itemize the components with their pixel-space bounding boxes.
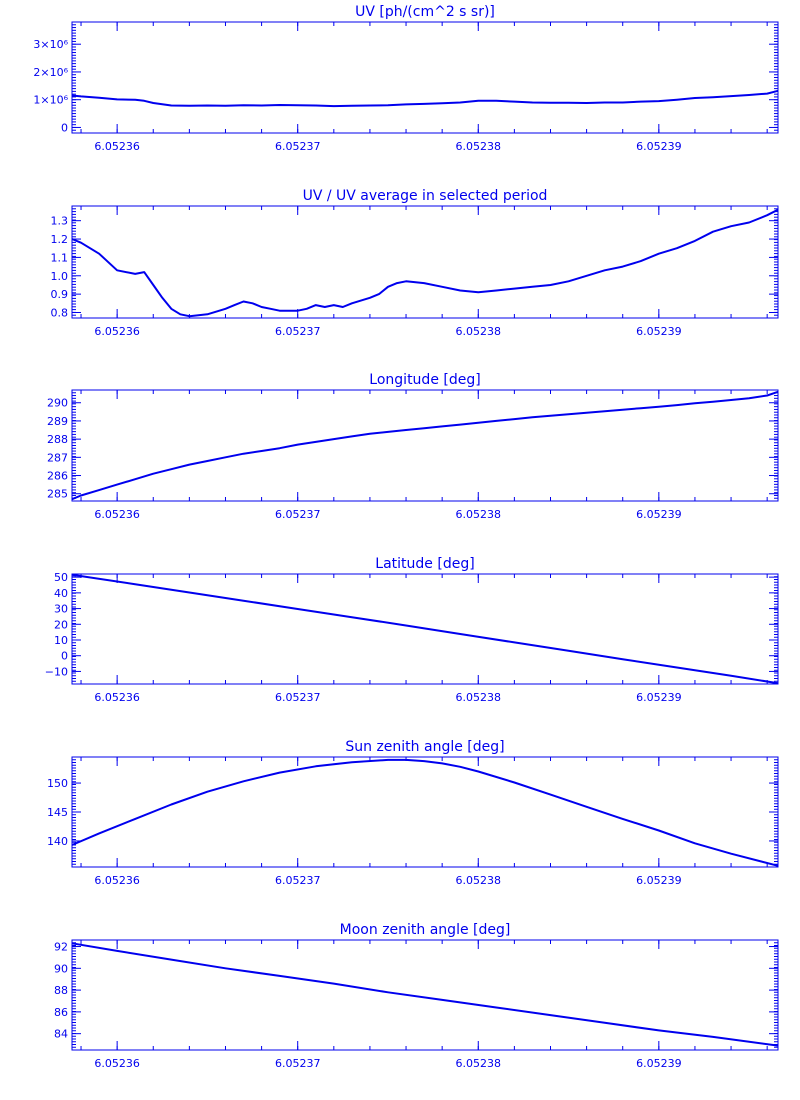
y-tick-label: 1.0	[51, 270, 69, 283]
plot-frame	[71, 21, 779, 134]
y-tick-label: 20	[54, 618, 68, 631]
y-tick-label: 0.9	[51, 288, 69, 301]
y-tick-label: 88	[54, 984, 68, 997]
y-tick-label: 1.1	[51, 251, 69, 264]
x-tick-label: 6.05236	[94, 508, 140, 521]
data-series-line	[71, 89, 779, 108]
x-tick-label: 6.05239	[636, 508, 682, 521]
y-tick-label: 287	[47, 451, 68, 464]
y-tick-label: 145	[47, 806, 68, 819]
panel-4: Latitude [deg] −10 0 10 20 30 40 50 6.05236 6.052…	[45, 556, 779, 704]
panel-title: Latitude [deg]	[375, 556, 474, 572]
x-tick-label: 6.05238	[456, 874, 502, 887]
data-series-line	[71, 208, 779, 318]
y-tick-label: 1.2	[51, 233, 69, 246]
x-tick-label: 6.05239	[636, 325, 682, 338]
x-tick-label: 6.05238	[456, 508, 502, 521]
x-tick-label: 6.05239	[636, 1057, 682, 1070]
y-tick-label: 1×10⁶	[33, 94, 68, 107]
x-tick-label: 6.05236	[94, 325, 140, 338]
y-tick-label: 30	[54, 603, 68, 616]
panel-title: Moon zenith angle [deg]	[340, 922, 511, 938]
data-series-line	[71, 758, 779, 867]
y-tick-label: 2×10⁶	[33, 66, 68, 79]
plot-frame	[71, 205, 779, 319]
y-tick-label: 286	[47, 470, 68, 483]
y-tick-label: 289	[47, 415, 68, 428]
x-tick-label: 6.05237	[275, 325, 321, 338]
x-tick-label: 6.05237	[275, 508, 321, 521]
y-tick-label: 84	[54, 1028, 68, 1041]
x-tick-label: 6.05238	[456, 1057, 502, 1070]
y-tick-label: 3×10⁶	[33, 38, 68, 51]
panel-5: Sun zenith angle [deg] 140 145 150 6.05236 6.…	[47, 739, 779, 887]
y-tick-label: 1.3	[51, 215, 69, 228]
y-tick-label: 0.8	[51, 306, 69, 319]
y-tick-label: 50	[54, 571, 68, 584]
y-tick-label: 92	[54, 941, 68, 954]
x-tick-label: 6.05237	[275, 1057, 321, 1070]
panel-title: UV [ph/(cm^2 s sr)]	[355, 4, 495, 20]
data-series-line	[71, 573, 779, 685]
panel-title: Longitude [deg]	[369, 372, 480, 388]
plot-frame	[71, 756, 779, 868]
x-tick-label: 6.05238	[456, 140, 502, 153]
y-tick-label: 140	[47, 835, 68, 848]
x-tick-label: 6.05236	[94, 1057, 140, 1070]
data-series-line	[71, 390, 779, 501]
panel-3: Longitude [deg] 285 286 287 288 289 290 6.05236…	[47, 372, 779, 521]
y-tick-label: 0	[61, 650, 68, 663]
data-series-line	[71, 942, 779, 1047]
panel-title: UV / UV average in selected period	[303, 188, 548, 204]
y-tick-label: 10	[54, 634, 68, 647]
y-tick-label: 90	[54, 962, 68, 975]
y-tick-label: 285	[47, 488, 68, 501]
x-tick-label: 6.05238	[456, 691, 502, 704]
x-tick-label: 6.05238	[456, 325, 502, 338]
panel-2: UV / UV average in selected period 0.8 0.9…	[51, 188, 779, 338]
x-tick-label: 6.05236	[94, 691, 140, 704]
y-tick-label: 150	[47, 777, 68, 790]
y-tick-label: 290	[47, 397, 68, 410]
panel-1: UV [ph/(cm^2 s sr)] 0 1×10⁶ 2×10⁶ 3×10⁶ 6.052…	[33, 4, 779, 153]
x-tick-label: 6.05239	[636, 691, 682, 704]
plot-frame	[71, 939, 779, 1051]
x-tick-label: 6.05239	[636, 140, 682, 153]
x-tick-label: 6.05236	[94, 874, 140, 887]
y-tick-label: 40	[54, 587, 68, 600]
y-tick-label: 0	[61, 121, 68, 134]
panel-6: Moon zenith angle [deg] 84 86 88 90 92 6.05236…	[54, 922, 779, 1070]
x-tick-label: 6.05239	[636, 874, 682, 887]
y-tick-label: 86	[54, 1006, 68, 1019]
panel-title: Sun zenith angle [deg]	[345, 739, 504, 755]
plot-frame	[71, 389, 779, 502]
x-tick-label: 6.05237	[275, 691, 321, 704]
y-tick-label: −10	[45, 665, 68, 678]
y-tick-label: 288	[47, 433, 68, 446]
x-tick-label: 6.05236	[94, 140, 140, 153]
x-tick-label: 6.05237	[275, 140, 321, 153]
x-tick-label: 6.05237	[275, 874, 321, 887]
